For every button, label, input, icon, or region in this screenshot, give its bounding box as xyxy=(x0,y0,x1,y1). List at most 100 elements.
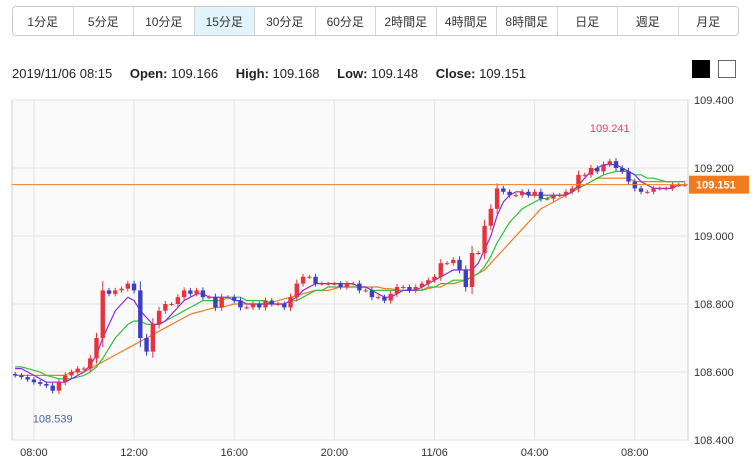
tab-timeframe-2[interactable]: 10分足 xyxy=(134,7,195,35)
candle-body xyxy=(25,377,30,380)
candle-body xyxy=(620,168,625,172)
candle-body xyxy=(463,270,468,287)
candle-body xyxy=(125,283,130,289)
x-tick-label: 11/06 xyxy=(421,447,448,459)
candle-body xyxy=(638,188,644,192)
candle-body xyxy=(100,290,105,338)
tab-timeframe-5[interactable]: 60分足 xyxy=(315,7,376,35)
candle-body xyxy=(181,290,187,298)
y-tick-label: 109.200 xyxy=(694,163,734,175)
candle-body xyxy=(163,304,168,311)
candle-body xyxy=(651,188,656,192)
candle-body xyxy=(344,283,350,287)
candle-body xyxy=(119,288,124,291)
candle-body xyxy=(294,283,299,298)
candle-body xyxy=(225,297,231,299)
candle-body xyxy=(194,290,199,294)
candle-body xyxy=(482,225,487,253)
candle-body xyxy=(338,283,343,287)
candle-body xyxy=(426,280,431,284)
candle-body xyxy=(382,297,387,301)
candle-body xyxy=(676,185,681,186)
candle-body xyxy=(363,290,368,292)
tab-timeframe-11[interactable]: 月足 xyxy=(678,7,738,35)
candle-body xyxy=(432,276,437,281)
candle-body xyxy=(113,290,118,294)
candle-body xyxy=(244,307,249,309)
candle-body xyxy=(219,297,224,308)
candle-body xyxy=(501,188,506,192)
candle-body xyxy=(670,185,675,189)
candle-body xyxy=(350,283,356,285)
candle-body xyxy=(645,191,650,193)
close-label: Close: xyxy=(435,66,476,81)
candle-body xyxy=(563,191,569,196)
low-value: 109.148 xyxy=(371,66,419,81)
tab-timeframe-6[interactable]: 2時間足 xyxy=(376,7,437,35)
candle-body xyxy=(206,297,212,299)
candle-body xyxy=(75,368,80,372)
tab-timeframe-9[interactable]: 日足 xyxy=(557,7,618,35)
candle-body xyxy=(88,358,93,369)
y-tick-label: 108.800 xyxy=(694,299,734,311)
candle-body xyxy=(50,385,55,391)
candle-body xyxy=(657,188,663,190)
open-label: Open: xyxy=(129,66,168,81)
ohlc-datetime: 2019/11/06 08:15 xyxy=(12,66,113,81)
candle-body xyxy=(576,174,581,189)
candle-body xyxy=(532,191,537,196)
tab-timeframe-10[interactable]: 週足 xyxy=(618,7,679,35)
candle-body xyxy=(300,276,306,284)
candle-body xyxy=(144,338,149,352)
dark-theme-button[interactable] xyxy=(692,60,710,78)
candle-body xyxy=(257,304,262,308)
tab-timeframe-0[interactable]: 1分足 xyxy=(13,7,74,35)
high-value: 109.168 xyxy=(272,66,320,81)
candle-body xyxy=(156,310,162,325)
light-theme-button[interactable] xyxy=(718,60,736,78)
candle-body xyxy=(444,263,450,265)
candle-body xyxy=(663,188,669,190)
candle-body xyxy=(519,191,525,196)
candle-body xyxy=(106,290,112,294)
candle-body xyxy=(394,287,400,294)
y-tick-label: 109.400 xyxy=(694,95,734,107)
candle-body xyxy=(69,372,74,376)
candle-body xyxy=(413,287,418,291)
candle-body xyxy=(56,382,62,391)
open-value: 109.166 xyxy=(171,66,219,81)
tab-timeframe-3[interactable]: 15分足 xyxy=(194,7,255,35)
candle-body xyxy=(626,171,631,182)
tab-timeframe-8[interactable]: 8時間足 xyxy=(497,7,558,35)
candle-body xyxy=(601,164,606,172)
x-tick-label: 12:00 xyxy=(120,447,148,459)
candle-body xyxy=(538,191,544,199)
candle-body xyxy=(19,375,24,378)
candle-body xyxy=(388,293,393,301)
candle-body xyxy=(494,188,500,209)
candle-body xyxy=(175,297,181,304)
candle-body xyxy=(401,287,406,288)
high-label: High: xyxy=(235,66,269,81)
current-price-label: 109.151 xyxy=(696,180,736,192)
candle-body xyxy=(513,195,519,197)
candle-body xyxy=(250,304,256,308)
candle-body xyxy=(81,368,87,370)
candle-body xyxy=(188,290,193,294)
candle-body xyxy=(488,208,494,226)
candle-body xyxy=(407,287,412,291)
candle-body xyxy=(588,168,594,175)
tab-timeframe-7[interactable]: 4時間足 xyxy=(436,7,497,35)
candle-body xyxy=(269,300,274,304)
candle-body xyxy=(150,324,156,352)
candle-body xyxy=(44,383,49,386)
tab-timeframe-4[interactable]: 30分足 xyxy=(255,7,316,35)
candle-body xyxy=(557,195,562,197)
tab-timeframe-1[interactable]: 5分足 xyxy=(73,7,134,35)
candle-body xyxy=(200,290,206,298)
candle-body xyxy=(507,191,512,196)
ohlc-readout: 2019/11/06 08:15 Open: 109.166 High: 109… xyxy=(12,66,526,81)
plot-area xyxy=(11,99,689,441)
candle-body xyxy=(357,283,362,291)
candle-body xyxy=(476,253,481,254)
